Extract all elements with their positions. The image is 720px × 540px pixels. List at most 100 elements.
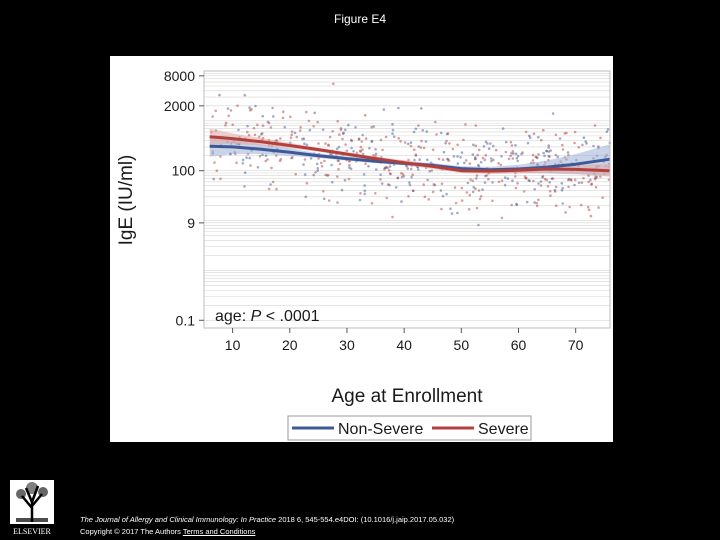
scatter-point <box>400 175 404 179</box>
scatter-point <box>440 207 443 211</box>
scatter-point <box>548 181 551 184</box>
scatter-point <box>303 142 306 145</box>
scatter-point <box>469 178 472 181</box>
scatter-point <box>363 189 367 193</box>
scatter-point <box>514 144 517 147</box>
p-value-annotation: age: P < .0001 <box>215 308 320 325</box>
scatter-point <box>494 148 498 152</box>
scatter-point <box>524 130 528 134</box>
scatter-point <box>406 167 410 170</box>
terms-and-conditions-link[interactable]: Terms and Conditions <box>182 527 256 536</box>
scatter-point <box>214 109 217 113</box>
scatter-point <box>413 148 416 151</box>
scatter-point <box>269 126 273 129</box>
scatter-point <box>450 212 454 215</box>
scatter-point <box>504 140 508 144</box>
scatter-point <box>368 146 371 150</box>
scatter-point <box>489 142 492 145</box>
confidence-band-severe <box>209 128 610 177</box>
figure-panel: 0.1 9 100 2000 8000 10 20 30 40 50 60 70 age: P < … <box>110 56 613 442</box>
scatter-point <box>460 151 464 154</box>
scatter-point <box>475 174 479 177</box>
scatter-point <box>271 106 274 110</box>
scatter-point <box>542 151 545 155</box>
scatter-point <box>521 151 524 154</box>
scatter-point <box>539 184 543 187</box>
scatter-point <box>533 201 536 204</box>
elsevier-tree-logo: ELSEVIER <box>10 480 54 536</box>
scatter-point <box>525 176 528 180</box>
scatter-point <box>471 190 475 194</box>
scatter-point <box>440 182 444 186</box>
scatter-point <box>388 165 392 168</box>
scatter-point <box>342 131 345 135</box>
scatter-point <box>362 173 366 176</box>
scatter-point <box>256 123 259 127</box>
scatter-point <box>422 146 426 150</box>
scatter-point <box>456 162 460 165</box>
scatter-point <box>391 132 394 135</box>
scatter-point <box>550 177 554 180</box>
scatter-point <box>573 130 577 134</box>
scatter-point <box>483 158 487 162</box>
scatter-point <box>283 125 287 129</box>
scatter-point <box>359 145 363 149</box>
scatter-point <box>462 138 465 142</box>
y-tick-label: 0.1 <box>176 312 196 328</box>
scatter-point <box>289 136 293 139</box>
scatter-point <box>313 111 316 115</box>
annotation-rest: < .0001 <box>261 308 319 325</box>
scatter-point <box>491 199 494 203</box>
scatter-point <box>254 104 257 108</box>
x-axis: 10 20 30 40 50 60 70 <box>225 328 584 353</box>
scatter-point <box>213 161 216 164</box>
scatter-point <box>459 156 462 159</box>
scatter-point <box>270 166 273 170</box>
scatter-point <box>337 167 340 171</box>
scatter-point <box>430 169 434 172</box>
scatter-point <box>279 137 282 140</box>
scatter-point <box>601 196 604 199</box>
annotation-prefix: age: <box>215 308 251 325</box>
scatter-point <box>337 145 341 149</box>
scatter-point <box>246 130 249 134</box>
x-tick-label: 40 <box>396 337 412 353</box>
confidence-band-non-severe <box>209 135 610 176</box>
scatter-point <box>211 115 214 118</box>
scatter-point <box>499 163 503 167</box>
scatter-point <box>482 145 486 148</box>
scatter-point <box>219 177 222 181</box>
scatter-point <box>592 144 595 148</box>
scatter-point <box>414 127 418 131</box>
scatter-point <box>417 145 421 148</box>
scatter-point <box>363 192 366 196</box>
scatter-point <box>500 179 504 182</box>
scatter-point <box>537 198 540 202</box>
scatter-point <box>424 140 428 143</box>
scatter-point <box>397 106 400 110</box>
scatter-point <box>215 169 219 172</box>
scatter-point <box>537 135 540 139</box>
x-tick-label: 50 <box>454 337 470 353</box>
scatter-point <box>556 155 559 159</box>
scatter-point <box>431 190 435 194</box>
scatter-point <box>235 161 238 164</box>
scatter-point <box>384 135 388 139</box>
scatter-point <box>349 167 353 171</box>
scatter-point <box>567 178 570 182</box>
scatter-point <box>383 166 387 170</box>
scatter-point <box>408 183 412 187</box>
confidence-bands <box>209 128 610 177</box>
scatter-point <box>322 190 325 193</box>
scatter-point <box>305 110 308 114</box>
trend-line-severe <box>209 135 611 173</box>
scatter-point <box>481 188 484 191</box>
scatter-point <box>543 154 546 158</box>
scatter-point <box>417 124 420 127</box>
scatter-point <box>561 186 564 190</box>
scatter-point <box>477 148 481 152</box>
scatter-point <box>510 144 514 147</box>
scatter-point <box>374 152 378 156</box>
scatter-point <box>573 183 576 187</box>
scatter-point <box>331 130 334 133</box>
